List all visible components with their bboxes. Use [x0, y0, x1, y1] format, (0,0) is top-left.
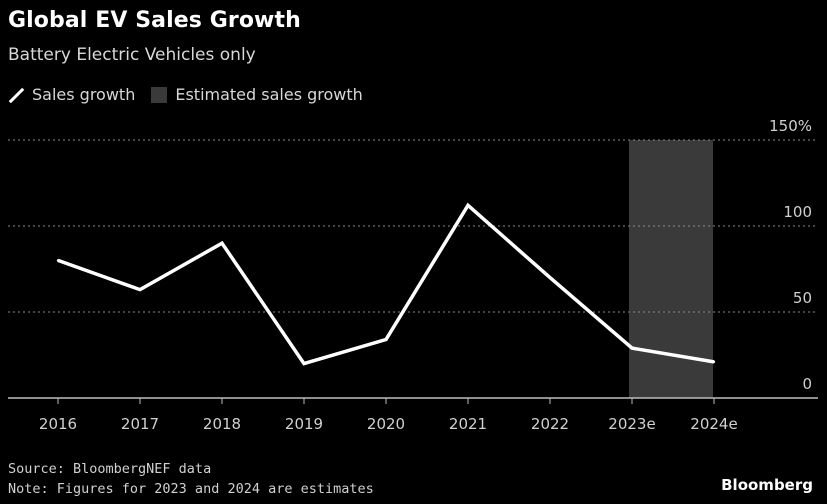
- data-point: [630, 346, 634, 350]
- data-point: [138, 288, 142, 291]
- x-tick-label: 2019: [285, 415, 323, 433]
- y-tick-label: 100: [783, 203, 812, 221]
- x-tick-label: 2017: [121, 415, 159, 433]
- data-point: [548, 276, 552, 279]
- chart-subtitle: Battery Electric Vehicles only: [8, 45, 256, 65]
- x-tick-label: 2016: [39, 415, 77, 433]
- y-tick-label: 150%: [769, 117, 812, 135]
- x-tick-label: 2022: [531, 415, 569, 433]
- bloomberg-logo: Bloomberg: [721, 476, 813, 494]
- shade-swatch-icon: [151, 86, 168, 103]
- y-tick-label: 0: [802, 375, 812, 393]
- data-point: [302, 362, 306, 365]
- chart-legend: Sales growth Estimated sales growth: [8, 85, 379, 104]
- x-tick-label: 2020: [367, 415, 405, 433]
- y-tick-label: 50: [793, 289, 812, 307]
- data-point: [712, 360, 716, 364]
- x-tick-label: 2024e: [690, 415, 737, 433]
- x-tick-label: 2018: [203, 415, 241, 433]
- estimate-note: Note: Figures for 2023 and 2024 are esti…: [8, 481, 374, 497]
- data-point: [466, 204, 470, 207]
- data-point: [220, 242, 224, 245]
- source-note: Source: BloombergNEF data: [8, 461, 212, 477]
- legend-label-estimated: Estimated sales growth: [175, 85, 363, 104]
- x-tick-label: 2023e: [608, 415, 655, 433]
- data-point: [56, 259, 60, 262]
- legend-item-sales-growth: Sales growth: [8, 85, 135, 104]
- x-tick-label: 2021: [449, 415, 487, 433]
- chart-title: Global EV Sales Growth: [8, 8, 301, 33]
- legend-item-estimated: Estimated sales growth: [151, 85, 363, 104]
- legend-label-sales-growth: Sales growth: [32, 85, 136, 104]
- data-point: [384, 338, 388, 341]
